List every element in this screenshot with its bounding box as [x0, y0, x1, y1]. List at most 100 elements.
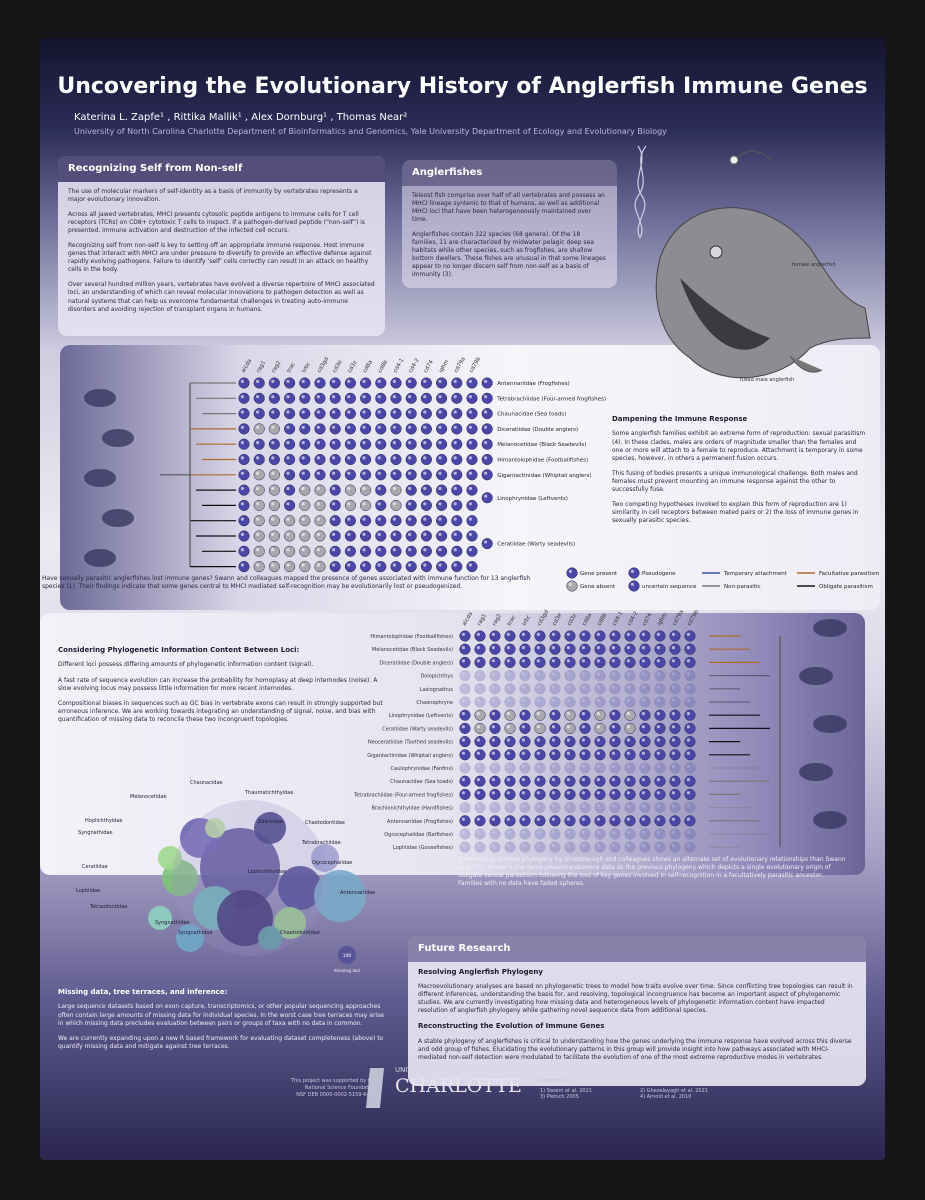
gene-sphere — [466, 453, 478, 466]
family-label: Caulophrynidae (Fanfins) — [391, 766, 454, 772]
sphere-shine — [551, 632, 555, 637]
fish-silhouette — [102, 429, 134, 447]
gene-sphere — [639, 722, 651, 734]
sphere-shine — [377, 441, 381, 445]
gene-sphere — [466, 545, 478, 557]
gene-sphere — [405, 499, 417, 511]
gene-sphere — [420, 423, 432, 435]
gene-sphere — [459, 815, 471, 827]
sphere-shine — [301, 425, 305, 429]
gene-sphere — [459, 722, 471, 734]
sphere-shine — [626, 751, 631, 755]
gene-sphere — [459, 630, 471, 642]
gene-sphere — [654, 656, 666, 668]
gene-sphere — [534, 736, 546, 748]
sphere-shine — [521, 672, 525, 676]
sphere-shine — [408, 548, 412, 552]
gene-sphere — [579, 828, 591, 840]
sphere-shine — [641, 751, 646, 755]
gene-sphere — [489, 802, 501, 814]
gene-sphere — [466, 377, 478, 389]
gene-sphere — [329, 438, 341, 450]
gene-sphere — [253, 499, 265, 511]
sphere-shine — [581, 659, 586, 663]
gene-sphere — [360, 499, 372, 511]
sphere-shine — [611, 725, 616, 729]
gene-sphere — [459, 656, 471, 668]
gene-sphere — [519, 762, 531, 774]
gene-sphere — [504, 736, 516, 748]
sphere-shine — [286, 456, 290, 460]
gene-sphere — [238, 561, 250, 573]
sphere-shine — [461, 659, 465, 663]
sphere-shine — [316, 486, 320, 491]
gene-sphere — [684, 802, 696, 814]
sphere-shine — [611, 659, 616, 663]
gene-sphere — [360, 561, 372, 573]
gene-sphere — [390, 392, 402, 404]
gene-sphere — [466, 499, 478, 511]
logo-main: CHARLOTTE — [395, 1075, 522, 1097]
sphere-shine — [256, 502, 260, 506]
sphere-shine — [551, 738, 555, 742]
gene-sphere — [624, 788, 636, 800]
gene-sphere — [669, 815, 681, 827]
sphere-shine — [476, 712, 480, 716]
sphere-shine — [408, 425, 412, 429]
bubble-label: Chaunacidae — [190, 780, 223, 786]
gene-label: cd8a — [362, 359, 374, 374]
gene-sphere — [639, 670, 651, 682]
sphere-shine — [521, 751, 525, 755]
sphere-shine — [332, 517, 336, 521]
bubble-legend — [338, 946, 356, 964]
sphere-shine — [476, 685, 480, 689]
gene-sphere — [390, 530, 402, 542]
sphere-shine — [641, 738, 646, 742]
reference: 2) Ghezelayagh et al. 2021 — [640, 1088, 708, 1094]
gene-sphere — [639, 762, 651, 774]
sphere-shine — [461, 844, 465, 848]
gene-sphere — [684, 696, 696, 708]
gene-sphere — [489, 775, 501, 787]
anglerfish-illustration — [655, 150, 871, 379]
sphere-shine — [256, 471, 260, 475]
bubble-legend-value: 100 — [343, 953, 352, 959]
sphere-shine — [271, 502, 275, 506]
gene-sphere — [329, 453, 341, 466]
gene-sphere — [466, 515, 478, 527]
gene-sphere — [654, 841, 666, 853]
gene-sphere — [579, 643, 591, 655]
gene-sphere — [284, 469, 296, 481]
gene-sphere — [654, 736, 666, 748]
gene-sphere — [639, 630, 651, 642]
sphere-shine — [271, 395, 275, 399]
sphere-shine — [392, 532, 396, 536]
gene-sphere — [684, 722, 696, 734]
sphere-shine — [347, 548, 351, 552]
sphere-shine — [362, 410, 366, 414]
gene-sphere — [534, 828, 546, 840]
gene-sphere — [466, 408, 478, 420]
gene-sphere — [669, 670, 681, 682]
gene-sphere — [344, 469, 356, 481]
future-box: Future Research Resolving Anglerfish Phy… — [408, 936, 866, 1086]
gene-label: cd4-1 — [393, 358, 406, 374]
gene-label: cd74 — [423, 359, 435, 374]
gene-sphere — [268, 561, 280, 573]
sphere-shine — [566, 791, 571, 795]
gene-sphere — [504, 749, 516, 761]
sphere-shine — [316, 456, 320, 460]
sphere-shine — [491, 791, 495, 795]
gene-sphere — [684, 815, 696, 827]
bubble-label: Syngnathidae — [155, 920, 190, 926]
gene-sphere — [344, 453, 356, 466]
sphere-shine — [626, 712, 631, 716]
gene-sphere — [420, 530, 432, 542]
sphere-shine — [566, 778, 571, 782]
gene-sphere — [654, 815, 666, 827]
gene-sphere — [519, 736, 531, 748]
gene-sphere — [474, 841, 486, 853]
sphere-shine — [453, 456, 457, 460]
sphere-shine — [468, 425, 472, 429]
gene-sphere — [459, 736, 471, 748]
